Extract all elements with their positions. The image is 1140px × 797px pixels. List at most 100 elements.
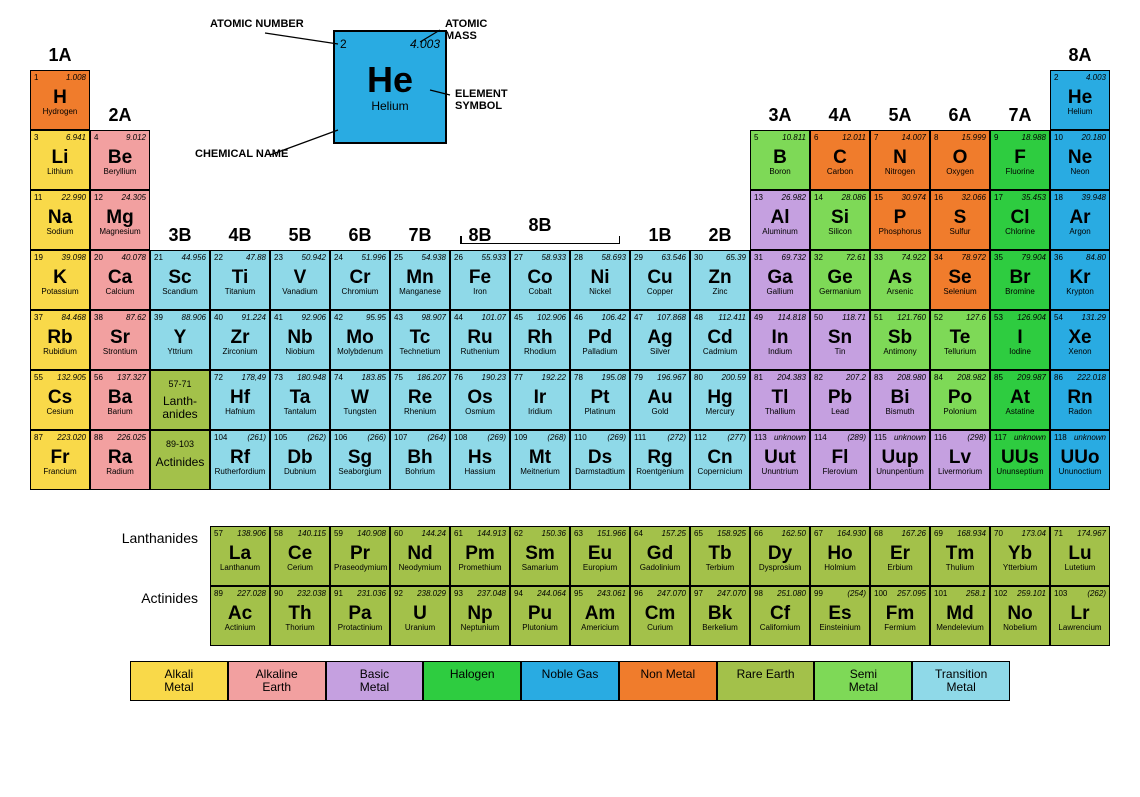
element-symbol: As [874, 268, 926, 287]
atomic-mass: 26.982 [782, 193, 806, 202]
element-symbol: Bk [694, 604, 746, 623]
atomic-mass: 168.934 [957, 529, 986, 538]
element-name: Polonium [934, 408, 986, 416]
element-symbol: Al [754, 208, 806, 227]
element-name: Bismuth [874, 408, 926, 416]
atomic-number: 93 [454, 589, 463, 598]
element-symbol: Te [934, 328, 986, 347]
atomic-number: 38 [94, 313, 103, 322]
group-label-11: 1B [630, 225, 690, 250]
element-B: 510.811BBoron [750, 130, 810, 190]
element-Cl: 1735.453ClChlorine [990, 190, 1050, 250]
atomic-number: 92 [394, 589, 403, 598]
element-Ir: 77192.22IrIridium [510, 370, 570, 430]
atomic-mass: 69.732 [782, 253, 806, 262]
element-Ne: 1020.180NeNeon [1050, 130, 1110, 190]
atomic-number: 5 [754, 133, 758, 142]
atomic-mass: 127.6 [966, 313, 986, 322]
element-Cf: 98251.080CfCalifornium [750, 586, 810, 646]
element-symbol: Cm [634, 604, 686, 623]
element-symbol: He [1054, 88, 1106, 107]
atomic-number: 62 [514, 529, 523, 538]
atomic-mass: 91.224 [242, 313, 266, 322]
element-symbol: Lr [1054, 604, 1106, 623]
element-name: Scandium [154, 288, 206, 296]
element-Np: 93237.048NpNeptunium [450, 586, 510, 646]
group-label-15: 5A [870, 105, 930, 130]
element-Li: 36.941LiLithium [30, 130, 90, 190]
atomic-mass: 121.760 [897, 313, 926, 322]
atomic-number: 10 [1054, 133, 1063, 142]
element-symbol: Na [34, 208, 86, 227]
atomic-number: 84 [934, 373, 943, 382]
element-symbol: Cf [754, 604, 806, 623]
callout-element-symbol: ELEMENT SYMBOL [455, 88, 510, 112]
atomic-mass: 247.070 [657, 589, 686, 598]
element-name: Terbium [694, 564, 746, 572]
element-name: Erbium [874, 564, 926, 572]
atomic-number: 80 [694, 373, 703, 382]
legend-basic: BasicMetal [326, 661, 424, 701]
legend-halogen: Halogen [423, 661, 521, 701]
element-name: Gallium [754, 288, 806, 296]
atomic-number: 33 [874, 253, 883, 262]
element-name: Silicon [814, 228, 866, 236]
element-Zr: 4091.224ZrZirconium [210, 310, 270, 370]
element-symbol: No [994, 604, 1046, 623]
atomic-mass: 98.907 [422, 313, 446, 322]
element-name: Vanadium [274, 288, 326, 296]
atomic-number: 99 [814, 589, 823, 598]
element-name: Bohrium [394, 468, 446, 476]
element-symbol: Er [874, 544, 926, 563]
atomic-mass: (289) [847, 433, 866, 442]
element-symbol: Cd [694, 328, 746, 347]
actinides-placeholder: 89-103Actinides [150, 430, 210, 490]
element-name: Roentgenium [634, 468, 686, 476]
atomic-number: 68 [874, 529, 883, 538]
element-Os: 76190.23OsOsmium [450, 370, 510, 430]
element-Md: 101258.1MdMendelevium [930, 586, 990, 646]
element-symbol: Fe [454, 268, 506, 287]
element-name: Sodium [34, 228, 86, 236]
element-symbol: Sm [514, 544, 566, 563]
element-name: Arsenic [874, 288, 926, 296]
element-symbol: S [934, 208, 986, 227]
element-name: Actinium [214, 624, 266, 632]
element-Cr: 2451.996CrChromium [330, 250, 390, 310]
atomic-mass: 28.086 [842, 193, 866, 202]
element-UUs: 117unknownUUsUnunseptium [990, 430, 1050, 490]
atomic-mass: 114.818 [778, 313, 806, 322]
element-name: Lawrencium [1054, 624, 1106, 632]
atomic-number: 14 [814, 193, 823, 202]
element-symbol: Am [574, 604, 626, 623]
atomic-number: 96 [634, 589, 643, 598]
element-symbol: Tm [934, 544, 986, 563]
element-name: Curium [634, 624, 686, 632]
atomic-mass: 222.018 [1077, 373, 1106, 382]
element-Pu: 94244.064PuPlutonium [510, 586, 570, 646]
atomic-mass: 200.59 [722, 373, 746, 382]
atomic-mass: unknown [894, 433, 926, 442]
atomic-number: 48 [694, 313, 703, 322]
group-8b-bracket: 8B [450, 190, 630, 250]
atomic-number: 112 [694, 433, 707, 442]
element-Rg: 111(272)RgRoentgenium [630, 430, 690, 490]
legend-rare: Rare Earth [717, 661, 815, 701]
element-name: Tin [814, 348, 866, 356]
element-name: Astatine [994, 408, 1046, 416]
element-name: Seaborgium [334, 468, 386, 476]
element-C: 612.011CCarbon [810, 130, 870, 190]
element-name: Cerium [274, 564, 326, 572]
element-name: Aluminum [754, 228, 806, 236]
element-name: Chlorine [994, 228, 1046, 236]
atomic-mass: 24.305 [122, 193, 146, 202]
legend-alkali: AlkaliMetal [130, 661, 228, 701]
atomic-mass: 4.003 [1086, 73, 1106, 82]
atomic-mass: (262) [1087, 589, 1106, 598]
element-Ru: 44101.07RuRuthenium [450, 310, 510, 370]
element-name: Sulfur [934, 228, 986, 236]
element-name: Oxygen [934, 168, 986, 176]
element-symbol: Nb [274, 328, 326, 347]
atomic-mass: 257.095 [897, 589, 926, 598]
atomic-number: 23 [274, 253, 283, 262]
